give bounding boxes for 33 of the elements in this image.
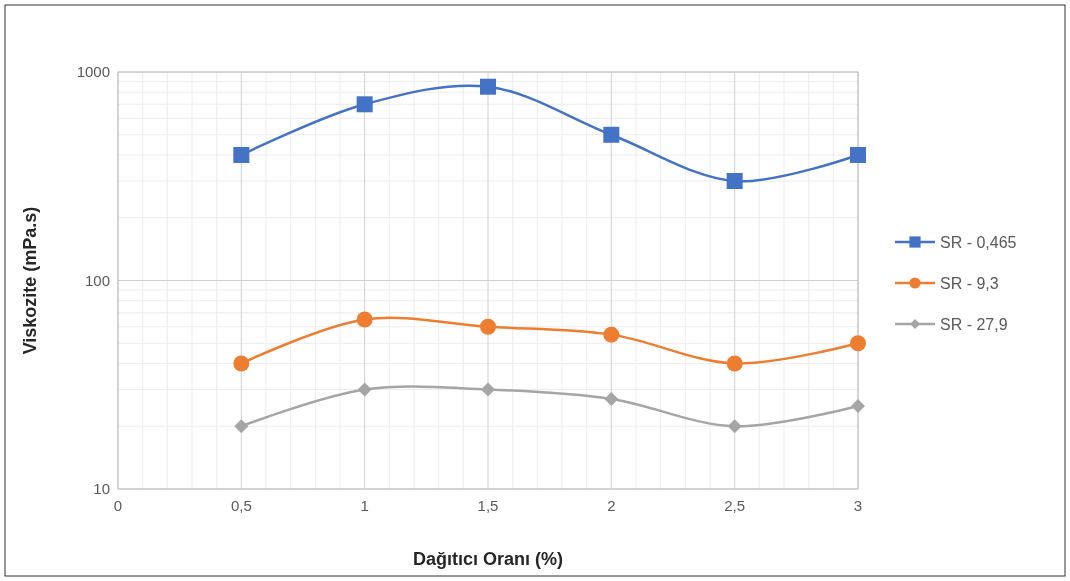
x-tick-label: 0,5 (230, 497, 252, 514)
y-tick-label: 1000 (76, 63, 110, 80)
point (603, 326, 620, 343)
point (727, 419, 742, 434)
point (356, 96, 373, 113)
x-tick-label: 1,5 (477, 497, 499, 514)
x-tick-label: 2,5 (724, 497, 746, 514)
point (357, 382, 372, 397)
point (726, 173, 743, 190)
point (481, 382, 495, 397)
x-tick-label: 2 (607, 497, 616, 514)
point (851, 399, 865, 414)
point (726, 355, 743, 372)
legend-label: SR - 9,3 (940, 275, 999, 292)
point (480, 78, 496, 95)
point (356, 311, 373, 328)
legend-label: SR - 27,9 (940, 316, 1008, 333)
point (850, 335, 866, 352)
x-tick-label: 0 (113, 497, 123, 514)
y-tick-label: 10 (93, 480, 110, 497)
point (604, 392, 619, 407)
point (233, 146, 250, 163)
point (480, 318, 496, 335)
point (603, 126, 620, 143)
x-axis-title: Dağıtıcı Oranı (%) (412, 549, 564, 569)
x-tick-label: 3 (853, 497, 863, 514)
point (233, 355, 250, 372)
x-tick-label: 1 (360, 497, 369, 514)
y-axis-title: Viskozite (mPa.s) (20, 206, 40, 355)
point (234, 419, 249, 434)
legend-label: SR - 0,465 (940, 234, 1017, 251)
y-tick-label: 100 (84, 271, 110, 289)
point (850, 146, 866, 163)
